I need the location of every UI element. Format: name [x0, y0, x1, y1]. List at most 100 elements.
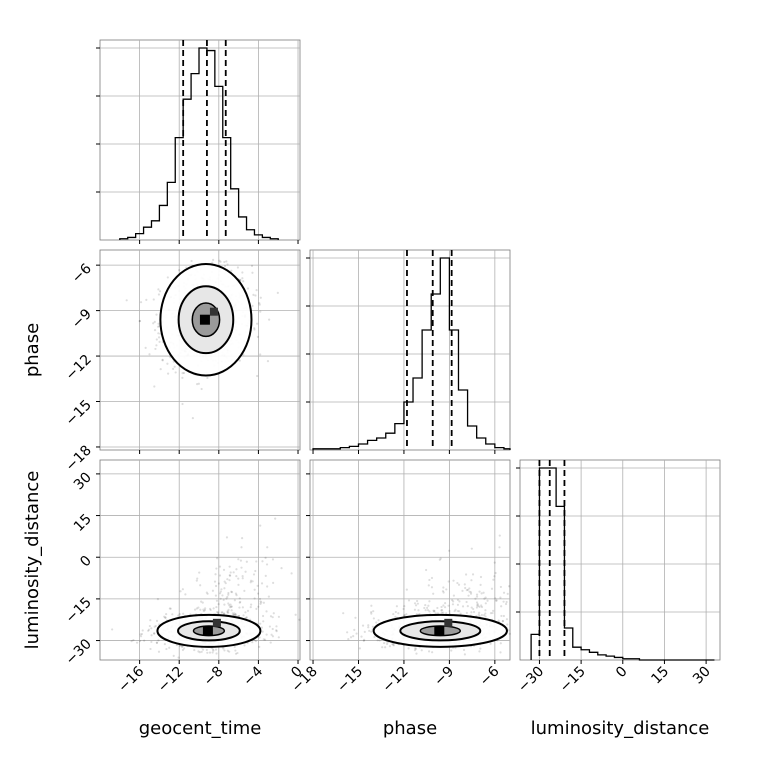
sample-point	[242, 614, 245, 617]
sample-point	[254, 294, 257, 297]
sample-point	[158, 290, 162, 293]
sample-point	[479, 647, 482, 650]
sample-point	[224, 582, 227, 585]
sample-point	[159, 368, 162, 371]
histogram-phase	[312, 257, 511, 450]
sample-point	[256, 374, 259, 378]
sample-point	[360, 635, 363, 638]
sample-point	[250, 264, 254, 267]
sample-point	[197, 650, 200, 653]
sample-point	[226, 578, 229, 581]
sample-point	[368, 629, 371, 632]
sample-point	[392, 644, 395, 647]
density-cell	[212, 618, 221, 627]
sample-point	[461, 605, 465, 608]
sample-point	[403, 614, 406, 617]
sample-point	[182, 371, 186, 375]
sample-point	[165, 647, 168, 651]
sample-point	[157, 332, 160, 335]
sample-point	[216, 610, 219, 614]
sample-point	[451, 598, 454, 602]
sample-point	[256, 322, 259, 325]
sample-point	[259, 310, 262, 313]
sample-point	[495, 599, 498, 602]
sample-point	[375, 621, 378, 624]
sample-point	[414, 604, 418, 607]
sample-point	[220, 611, 223, 614]
sample-point	[465, 600, 468, 604]
sample-point	[372, 617, 375, 620]
sample-point	[228, 579, 231, 582]
sample-point	[223, 587, 226, 590]
sample-point	[237, 558, 240, 561]
sample-point	[413, 602, 417, 605]
sample-point	[492, 578, 495, 581]
sample-point	[252, 293, 255, 296]
sample-point	[397, 612, 400, 615]
sample-point	[253, 588, 256, 591]
sample-point	[508, 632, 511, 635]
sample-point	[499, 642, 502, 645]
sample-point	[234, 649, 237, 652]
sample-point	[482, 591, 485, 594]
sample-point	[270, 633, 273, 636]
sample-point	[276, 291, 279, 294]
sample-point	[502, 600, 505, 603]
sample-point	[415, 652, 418, 655]
sample-point	[155, 619, 159, 622]
sample-point	[493, 575, 496, 578]
x-tick-label: −9	[431, 664, 457, 690]
sample-point	[217, 582, 221, 585]
sample-point	[139, 301, 143, 304]
sample-point	[230, 269, 233, 272]
sample-point	[428, 610, 431, 613]
sample-point	[217, 611, 220, 614]
sample-point	[198, 571, 201, 574]
sample-point	[494, 571, 497, 575]
sample-point	[442, 586, 445, 589]
sample-point	[171, 613, 174, 616]
sample-point	[259, 602, 262, 606]
sample-point	[223, 612, 226, 615]
sample-point	[249, 581, 252, 584]
sample-point	[223, 580, 226, 583]
sample-point	[229, 574, 232, 577]
sample-point	[457, 583, 461, 586]
sample-point	[246, 609, 250, 612]
sample-point	[465, 589, 468, 592]
sample-point	[486, 599, 489, 602]
sample-point	[223, 603, 226, 606]
sample-point	[394, 615, 397, 618]
sample-point	[250, 603, 253, 606]
sample-point	[367, 626, 370, 629]
sample-point	[424, 608, 427, 612]
sample-point	[499, 596, 502, 599]
sample-point	[484, 596, 487, 599]
sample-point	[211, 648, 215, 651]
sample-point	[405, 613, 408, 616]
sample-point	[209, 608, 212, 612]
density-cell	[209, 307, 218, 316]
sample-point	[238, 601, 241, 604]
sample-point	[214, 584, 218, 588]
density-frame-geocent_time-luminosity_distance	[99, 459, 301, 661]
sample-point	[418, 612, 421, 616]
sample-point	[251, 304, 254, 307]
sample-point	[223, 260, 226, 264]
sample-point	[179, 590, 182, 593]
sample-point	[221, 611, 224, 614]
sample-point	[354, 616, 357, 619]
sample-point	[233, 599, 236, 602]
sample-point	[442, 604, 445, 607]
sample-point	[298, 618, 301, 621]
sample-point	[423, 606, 426, 610]
sample-point	[477, 604, 480, 607]
sample-point	[163, 643, 166, 646]
sample-point	[464, 573, 468, 576]
sample-point	[161, 359, 164, 362]
y-tick-label: −18	[63, 442, 95, 474]
sample-point	[405, 588, 408, 591]
sample-point	[241, 271, 244, 274]
sample-point	[463, 583, 466, 586]
sample-point	[430, 586, 434, 589]
